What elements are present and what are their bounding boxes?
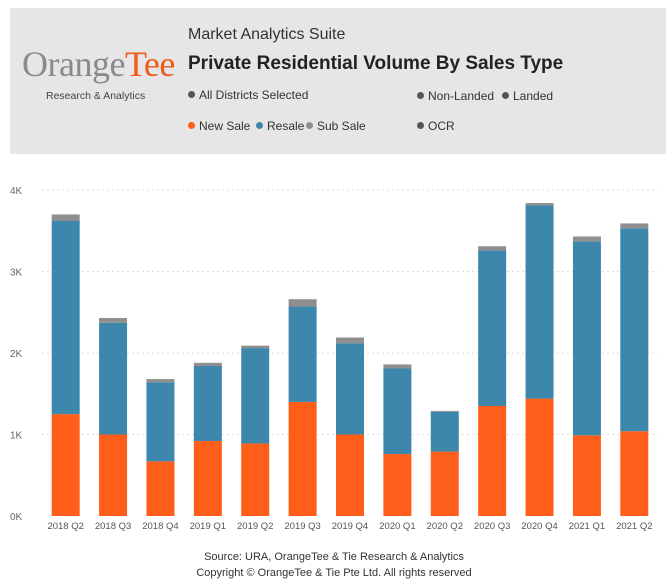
bar-resale — [572, 241, 601, 436]
filter-non-landed[interactable]: Non-Landed — [417, 89, 494, 103]
bar-resale — [430, 411, 459, 452]
filter-districts-label: All Districts Selected — [199, 88, 309, 102]
y-tick-label: 0K — [10, 512, 23, 523]
x-tick-label: 2021 Q1 — [569, 521, 605, 532]
bar-new-sale — [383, 454, 412, 516]
suite-title: Market Analytics Suite — [188, 26, 346, 43]
filter-non-landed-label: Non-Landed — [428, 89, 495, 103]
bar-resale — [336, 343, 364, 435]
logo-subtitle: Research & Analytics — [46, 90, 146, 102]
x-tick-label: 2019 Q2 — [237, 521, 273, 532]
filter-ocr[interactable]: OCR — [417, 119, 455, 133]
bar-resale — [99, 322, 128, 435]
bar-new-sale — [478, 405, 507, 516]
x-tick-label: 2020 Q1 — [379, 521, 415, 532]
bar-resale — [383, 368, 412, 455]
y-tick-label: 4K — [10, 186, 23, 197]
chart-title: Private Residential Volume By Sales Type — [188, 53, 564, 74]
bar-new-sale — [193, 441, 222, 516]
bar-new-sale — [241, 443, 270, 516]
logo-text: OrangeTee — [22, 44, 175, 84]
filter-districts[interactable]: All Districts Selected — [188, 88, 308, 102]
x-tick-label: 2019 Q4 — [332, 521, 368, 532]
legend-resale-swatch — [256, 122, 263, 129]
legend-new-sale-label: New Sale — [199, 119, 251, 133]
bar-new-sale — [146, 461, 175, 516]
bar-sub-sale — [430, 410, 459, 412]
bar-sub-sale — [288, 299, 317, 307]
source-note: Source: URA, OrangeTee & Tie Research & … — [204, 551, 464, 563]
header-panel: OrangeTee Research & Analytics Market An… — [10, 8, 666, 154]
bar-new-sale — [572, 435, 601, 516]
x-tick-label: 2019 Q3 — [284, 521, 320, 532]
bar-sub-sale — [336, 337, 364, 344]
filter-dot-icon — [417, 122, 424, 129]
bar-new-sale — [336, 434, 364, 516]
x-tick-label: 2018 Q3 — [95, 521, 131, 532]
orangetee-logo: OrangeTee Research & Analytics — [22, 46, 182, 102]
bar-sub-sale — [146, 379, 175, 383]
legend-resale-label: Resale — [267, 119, 305, 133]
y-tick-label: 3K — [10, 268, 23, 279]
bar-new-sale — [51, 414, 80, 516]
x-tick-label: 2021 Q2 — [616, 521, 652, 532]
stacked-bar-chart: 0K 1K 2K 3K 4K 2018 Q2 2018 Q3 2018 Q4 2019 Q1 20… — [10, 186, 658, 532]
bar-resale — [241, 348, 270, 444]
bar-new-sale — [288, 401, 317, 516]
bar-resale — [51, 220, 80, 415]
filter-landed-label: Landed — [513, 89, 554, 103]
x-tick-label: 2020 Q2 — [427, 521, 463, 532]
filter-dot-icon — [417, 92, 424, 99]
bar-resale — [620, 228, 649, 432]
bar-resale — [193, 366, 222, 442]
legend-sub-sale-swatch — [306, 122, 313, 129]
bar-sub-sale — [383, 364, 412, 369]
x-tick-label: 2020 Q4 — [521, 521, 557, 532]
filter-dot-icon — [502, 92, 509, 99]
bar-sub-sale — [99, 317, 128, 323]
bar-resale — [478, 250, 507, 406]
bar-sub-sale — [193, 362, 222, 367]
x-tick-label: 2018 Q2 — [47, 521, 83, 532]
bar-sub-sale — [525, 203, 554, 206]
legend-resale[interactable]: Resale — [256, 119, 304, 133]
copyright-note: Copyright © OrangeTee & Tie Pte Ltd. All… — [196, 567, 472, 579]
bar-new-sale — [525, 398, 554, 516]
legend-new-sale-swatch — [188, 122, 195, 129]
bar-resale — [525, 205, 554, 399]
bar-resale — [146, 382, 175, 462]
y-tick-label: 1K — [10, 431, 23, 442]
legend-sub-sale[interactable]: Sub Sale — [306, 119, 366, 133]
bar-new-sale — [620, 431, 649, 516]
bar-sub-sale — [620, 223, 649, 229]
x-tick-label: 2020 Q3 — [474, 521, 510, 532]
x-tick-label: 2019 Q1 — [190, 521, 226, 532]
x-tick-label: 2018 Q4 — [142, 521, 178, 532]
bar-sub-sale — [241, 345, 270, 349]
logo-wordmark: OrangeTee — [22, 46, 182, 82]
legend-sub-sale-label: Sub Sale — [317, 119, 366, 133]
bar-new-sale — [99, 434, 128, 516]
filter-landed[interactable]: Landed — [502, 89, 553, 103]
bar-sub-sale — [51, 214, 80, 221]
filter-ocr-label: OCR — [428, 119, 455, 133]
filter-dot-icon — [188, 91, 195, 98]
bar-resale — [288, 306, 317, 402]
bar-new-sale — [430, 451, 459, 516]
bar-sub-sale — [572, 236, 601, 242]
bar-sub-sale — [478, 246, 507, 251]
y-tick-label: 2K — [10, 349, 23, 360]
legend-new-sale[interactable]: New Sale — [188, 119, 250, 133]
